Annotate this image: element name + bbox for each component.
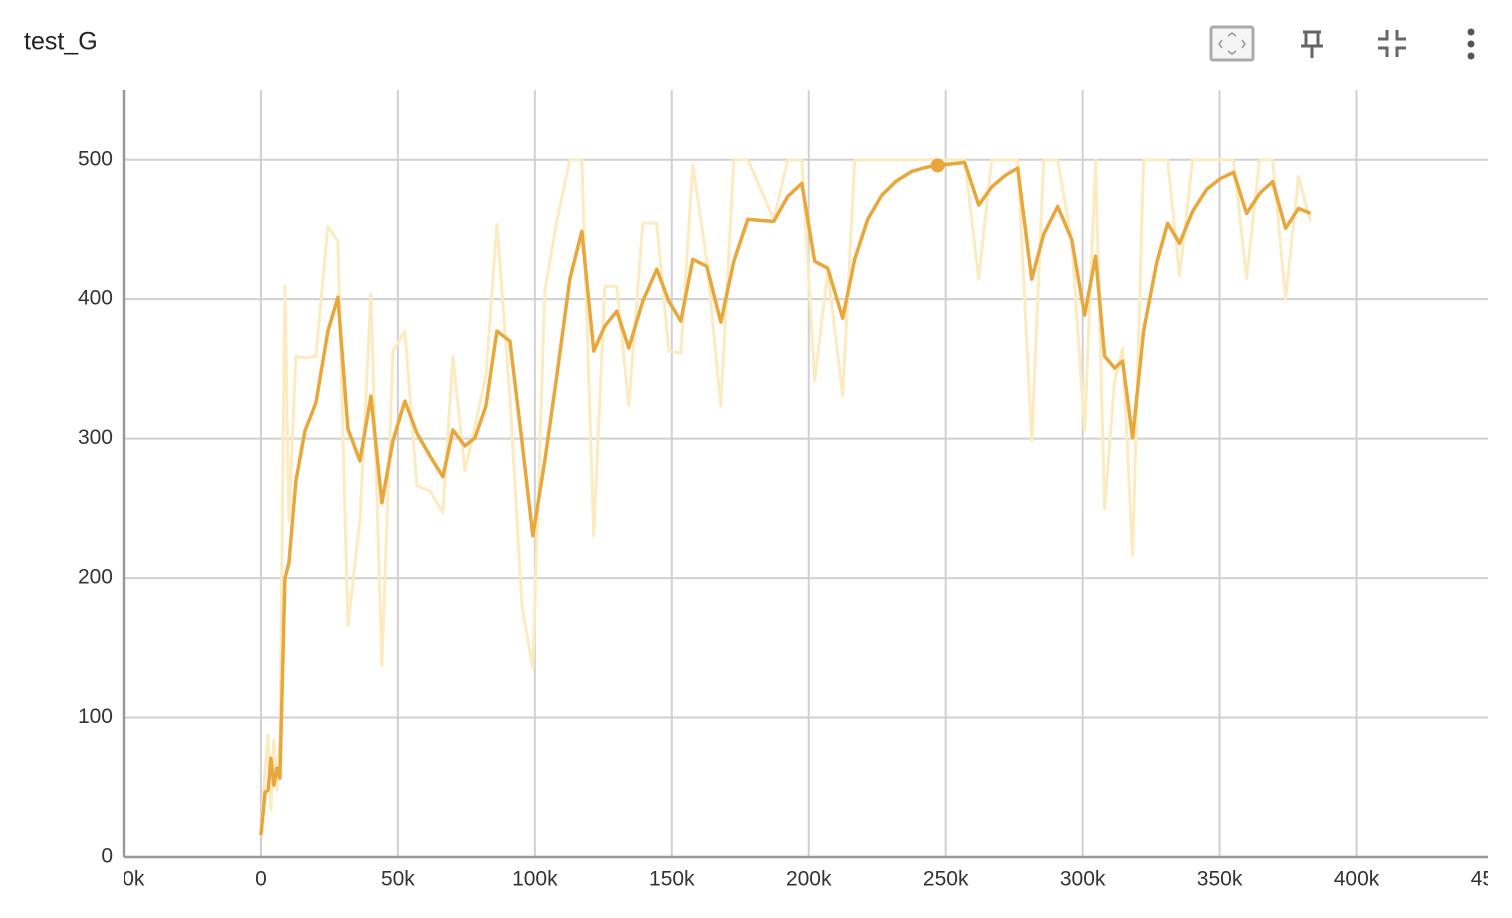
series-line <box>259 158 1312 836</box>
fit-button[interactable] <box>1209 25 1255 62</box>
x-tick-label: 50k <box>381 868 415 891</box>
x-tick-label: 0 <box>255 868 267 891</box>
pin-button[interactable] <box>1301 30 1323 58</box>
y-tick-label: 300 <box>78 426 113 449</box>
x-tick-label: 250k <box>923 868 969 891</box>
x-tick-label: 400k <box>1334 868 1380 891</box>
series-line <box>259 160 1312 836</box>
x-tick-label: 100k <box>512 868 558 891</box>
x-tick-label: 200k <box>786 868 832 891</box>
menu-button[interactable] <box>1467 28 1475 60</box>
toolbar <box>1209 25 1475 62</box>
x-axis: -50k 0 50k 100k 150k 200k 250k 300k 350k 400k 450k <box>104 868 1512 891</box>
y-axis: 0 100 200 300 400 500 <box>78 147 113 867</box>
hover-point <box>930 158 945 173</box>
collapse-button[interactable] <box>1378 30 1406 57</box>
y-tick-label: 0 <box>101 845 113 868</box>
x-tick-label: 300k <box>1060 868 1106 891</box>
plot-area <box>259 158 1312 836</box>
y-tick-label: 400 <box>78 287 113 310</box>
y-tick-label: 200 <box>78 566 113 589</box>
x-tick-label: 450k <box>1471 868 1512 891</box>
x-tick-label: -50k <box>104 868 145 891</box>
x-tick-label: 350k <box>1197 868 1243 891</box>
chart-title: test_G <box>24 28 98 56</box>
y-tick-label: 100 <box>78 705 113 728</box>
y-tick-label: 500 <box>78 147 113 170</box>
x-tick-label: 150k <box>649 868 695 891</box>
